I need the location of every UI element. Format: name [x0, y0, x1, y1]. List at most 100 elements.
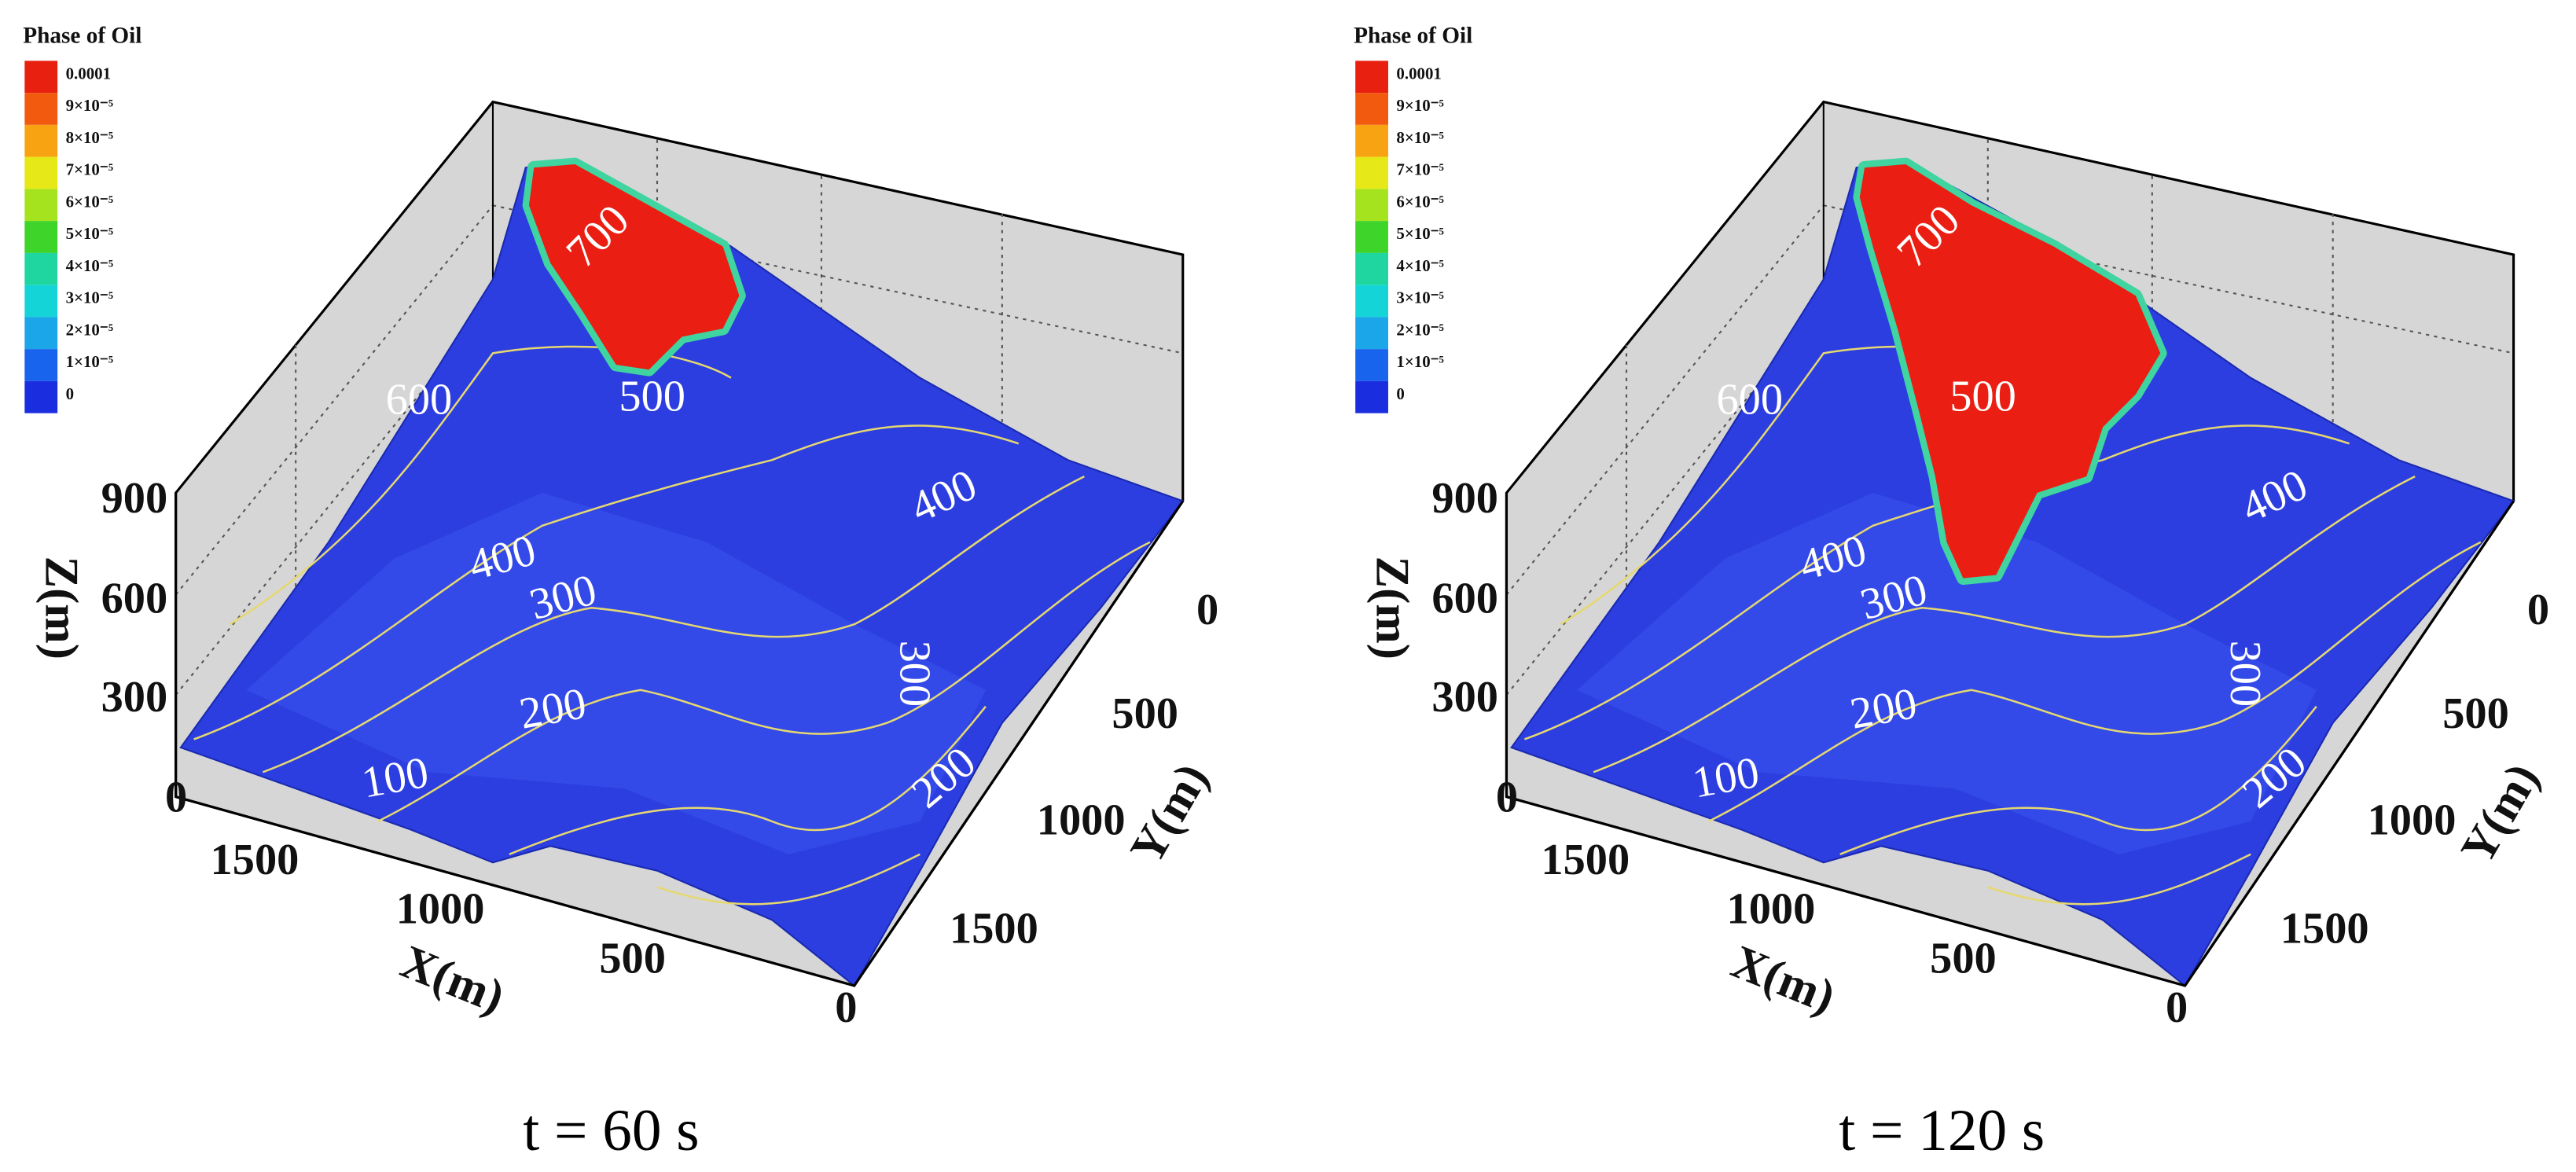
y-tick-label: 1500	[950, 905, 1038, 953]
legend-swatch	[1355, 124, 1388, 157]
legend-label: 1×10⁻⁵	[66, 352, 114, 371]
legend-label: 3×10⁻⁵	[66, 288, 114, 307]
y-tick-label: 1000	[2368, 796, 2457, 845]
legend-swatch	[24, 93, 58, 125]
y-axis-label: Y(m)	[1120, 755, 1218, 873]
contour-label: 500	[619, 373, 685, 421]
x-tick-label: 500	[599, 934, 666, 983]
legend-label: 3×10⁻⁵	[1396, 288, 1444, 307]
z-axis-label: Z(m)	[35, 557, 88, 659]
legend-label: 0	[66, 384, 74, 403]
box-grid	[1505, 139, 2514, 696]
legend-swatch	[1355, 221, 1388, 253]
oil-plume	[1859, 164, 2161, 579]
x-tick-label: 0	[2166, 983, 2188, 1032]
legend-swatch	[1355, 285, 1388, 318]
box-edge	[175, 493, 1185, 987]
panel: Phase of Oil 0.0001 9×10⁻⁵ 8×10⁻⁵ 7×10⁻⁵ 6×10…	[1354, 23, 2549, 1163]
box-edge	[1505, 493, 2515, 987]
y-tick-label: 0	[2527, 586, 2549, 634]
legend-swatch	[24, 349, 58, 381]
legend-swatch	[24, 221, 58, 253]
legend-label: 8×10⁻⁵	[66, 128, 114, 147]
legend-swatch	[1355, 93, 1388, 125]
contour-label: 300	[2221, 641, 2269, 707]
legend-label: 9×10⁻⁵	[1396, 96, 1444, 115]
legend-title: Phase of Oil	[23, 23, 141, 48]
legend-swatch	[1355, 156, 1388, 189]
legend-label: 2×10⁻⁵	[1396, 320, 1444, 339]
legend-label: 6×10⁻⁵	[1396, 192, 1444, 211]
x-tick-label: 1500	[1541, 836, 1630, 884]
y-tick-label: 0	[1196, 586, 1218, 634]
contour-label: 600	[386, 376, 453, 424]
caption: t = 60 s	[523, 1098, 699, 1163]
contour-label: 500	[1949, 373, 2016, 421]
legend-label: 1×10⁻⁵	[1396, 352, 1444, 371]
oil-plume	[528, 164, 740, 370]
legend-swatch	[1355, 380, 1388, 413]
x-tick-label: 1000	[1727, 885, 1816, 934]
legend-swatch	[24, 317, 58, 350]
z-tick-label: 300	[101, 673, 168, 722]
legend-title: Phase of Oil	[1354, 23, 1472, 48]
z-axis-label: Z(m)	[1365, 557, 1418, 659]
contour-label: 600	[1716, 376, 1783, 424]
legend-label: 4×10⁻⁵	[1396, 256, 1444, 275]
contour-label: 100	[358, 748, 432, 808]
y-axis-label: Y(m)	[2451, 755, 2549, 873]
legend-label: 9×10⁻⁵	[66, 96, 114, 115]
contour-label: 100	[1689, 748, 1762, 808]
legend-swatch	[24, 61, 58, 94]
legend-swatch	[1355, 252, 1388, 285]
panel: Phase of Oil 0.0001 9×10⁻⁵ 8×10⁻⁵ 7×10⁻⁵ 6×10…	[23, 23, 1218, 1163]
y-tick-label: 1000	[1037, 796, 1126, 845]
x-axis-label: X(m)	[394, 935, 512, 1024]
contour-label: 300	[890, 641, 939, 707]
terrain-shade	[1577, 493, 2317, 854]
legend-swatch	[1355, 61, 1388, 94]
legend-label: 5×10⁻⁵	[1396, 224, 1444, 243]
legend-label: 7×10⁻⁵	[1396, 160, 1444, 179]
z-tick-label: 900	[1431, 474, 1498, 523]
contour-lines	[193, 345, 1151, 906]
legend-swatch	[1355, 317, 1388, 350]
x-tick-label: 1500	[211, 836, 299, 884]
legend-label: 7×10⁻⁵	[66, 160, 114, 179]
x-tick-label: 0	[835, 983, 857, 1032]
terrain-shade	[246, 493, 986, 854]
z-tick-label: 900	[101, 474, 168, 523]
legend-label: 4×10⁻⁵	[66, 256, 114, 275]
x-tick-label: 500	[1930, 934, 1997, 983]
legend-swatch	[24, 156, 58, 189]
legend-swatch	[1355, 189, 1388, 222]
legend-label: 2×10⁻⁵	[66, 320, 114, 339]
contour-label: 200	[1847, 679, 1920, 739]
z-tick-label: 0	[165, 773, 187, 821]
z-tick-label: 600	[101, 575, 168, 623]
legend-swatch	[24, 189, 58, 222]
y-tick-label: 500	[2442, 689, 2509, 738]
y-tick-label: 500	[1112, 689, 1178, 738]
caption: t = 120 s	[1839, 1098, 2045, 1163]
legend-swatch	[24, 380, 58, 413]
legend-swatch	[24, 285, 58, 318]
legend-label: 5×10⁻⁵	[66, 224, 114, 243]
legend-label: 0.0001	[66, 64, 111, 83]
z-tick-label: 0	[1496, 773, 1518, 821]
box-grid	[175, 139, 1183, 696]
legend-label: 0.0001	[1396, 64, 1441, 83]
legend-swatch	[1355, 349, 1388, 381]
x-axis-label: X(m)	[1725, 935, 1843, 1024]
y-tick-label: 1500	[2280, 905, 2369, 953]
legend-label: 0	[1396, 384, 1404, 403]
legend-label: 6×10⁻⁵	[66, 192, 114, 211]
legend-swatch	[24, 252, 58, 285]
legend-swatch	[24, 124, 58, 157]
z-tick-label: 600	[1431, 575, 1498, 623]
z-tick-label: 300	[1431, 673, 1498, 722]
contour-label: 200	[516, 679, 590, 739]
x-tick-label: 1000	[396, 885, 485, 934]
legend-label: 8×10⁻⁵	[1396, 128, 1444, 147]
